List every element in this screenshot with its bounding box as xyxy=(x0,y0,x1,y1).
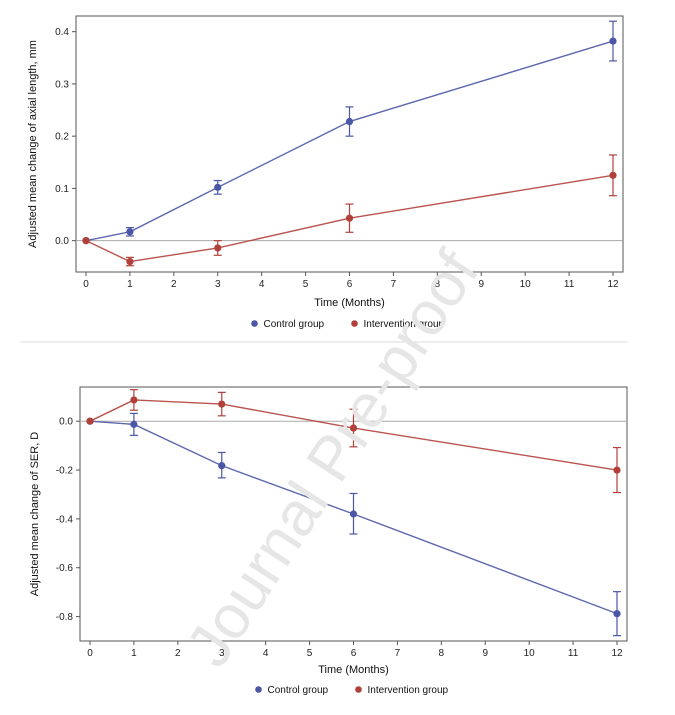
x-tick-label: 11 xyxy=(568,648,579,659)
data-point xyxy=(609,171,617,179)
x-tick-label: 6 xyxy=(347,279,353,290)
legend-marker xyxy=(351,320,358,327)
x-tick-label: 1 xyxy=(127,279,133,290)
x-tick-label: 9 xyxy=(482,648,488,659)
legend-label: Intervention group xyxy=(364,319,445,330)
legend-marker xyxy=(355,686,362,693)
y-tick-label: -0.8 xyxy=(56,612,74,623)
ser-chart: 0.0-0.2-0.4-0.6-0.80 1 2 3 4 5 6 7 8 9 10 11 12Time … xyxy=(29,386,628,696)
y-tick-label: 0.0 xyxy=(55,236,69,247)
x-tick-label: 2 xyxy=(175,648,181,659)
data-point xyxy=(126,228,134,236)
data-point xyxy=(613,610,621,618)
legend-marker xyxy=(251,320,258,327)
x-axis-label: Time (Months) xyxy=(314,297,385,309)
x-tick-label: 1 xyxy=(131,648,137,659)
y-tick-label: -0.2 xyxy=(56,466,74,477)
data-point xyxy=(349,424,358,432)
y-tick-label: 0.4 xyxy=(55,27,69,38)
y-axis-label: Adjusted mean change of axial length, mm xyxy=(27,40,39,248)
legend-label: Control group xyxy=(268,685,329,696)
data-point xyxy=(218,400,226,408)
plot-frame xyxy=(75,15,624,273)
x-tick-label: 8 xyxy=(435,279,441,290)
x-tick-label: 3 xyxy=(219,648,225,659)
legend-label: Control group xyxy=(264,319,325,330)
data-point xyxy=(130,396,138,404)
data-point xyxy=(214,244,222,252)
x-tick-label: 7 xyxy=(391,279,397,290)
data-point xyxy=(345,117,354,126)
data-point xyxy=(126,257,134,266)
y-tick-label: -0.6 xyxy=(56,563,74,574)
x-tick-label: 12 xyxy=(611,648,623,659)
y-tick-label: 0.2 xyxy=(55,132,69,143)
data-point xyxy=(218,462,226,470)
x-tick-label: 4 xyxy=(259,279,265,290)
data-point xyxy=(613,466,621,474)
data-point xyxy=(349,510,358,518)
x-tick-label: 0 xyxy=(87,648,93,659)
x-tick-label: 8 xyxy=(439,648,445,659)
x-tick-label: 3 xyxy=(215,279,221,290)
x-tick-label: 4 xyxy=(263,648,269,659)
x-tick-label: 6 xyxy=(351,648,357,659)
y-axis-label: Adjusted mean change of SER, D xyxy=(29,432,41,597)
legend-marker xyxy=(255,686,262,693)
x-tick-label: 7 xyxy=(395,648,401,659)
x-axis-label: Time (Months) xyxy=(318,664,389,676)
data-point xyxy=(214,183,222,191)
y-tick-label: 0.0 xyxy=(59,417,73,428)
x-tick-label: 0 xyxy=(83,279,89,290)
x-tick-label: 2 xyxy=(171,279,177,290)
x-tick-label: 10 xyxy=(520,279,532,290)
legend-label: Intervention group xyxy=(368,685,449,696)
data-point xyxy=(345,214,354,222)
y-tick-label: 0.1 xyxy=(55,184,69,195)
data-point xyxy=(86,417,94,425)
x-tick-label: 5 xyxy=(307,648,313,659)
y-tick-label: 0.3 xyxy=(55,79,69,90)
data-point xyxy=(82,237,90,245)
x-tick-label: 10 xyxy=(524,648,536,659)
data-point xyxy=(130,420,138,428)
x-tick-label: 9 xyxy=(478,279,484,290)
x-tick-label: 12 xyxy=(607,279,619,290)
x-tick-label: 11 xyxy=(564,279,575,290)
x-tick-label: 5 xyxy=(303,279,309,290)
data-point xyxy=(609,37,617,45)
y-tick-label: -0.4 xyxy=(56,514,74,525)
